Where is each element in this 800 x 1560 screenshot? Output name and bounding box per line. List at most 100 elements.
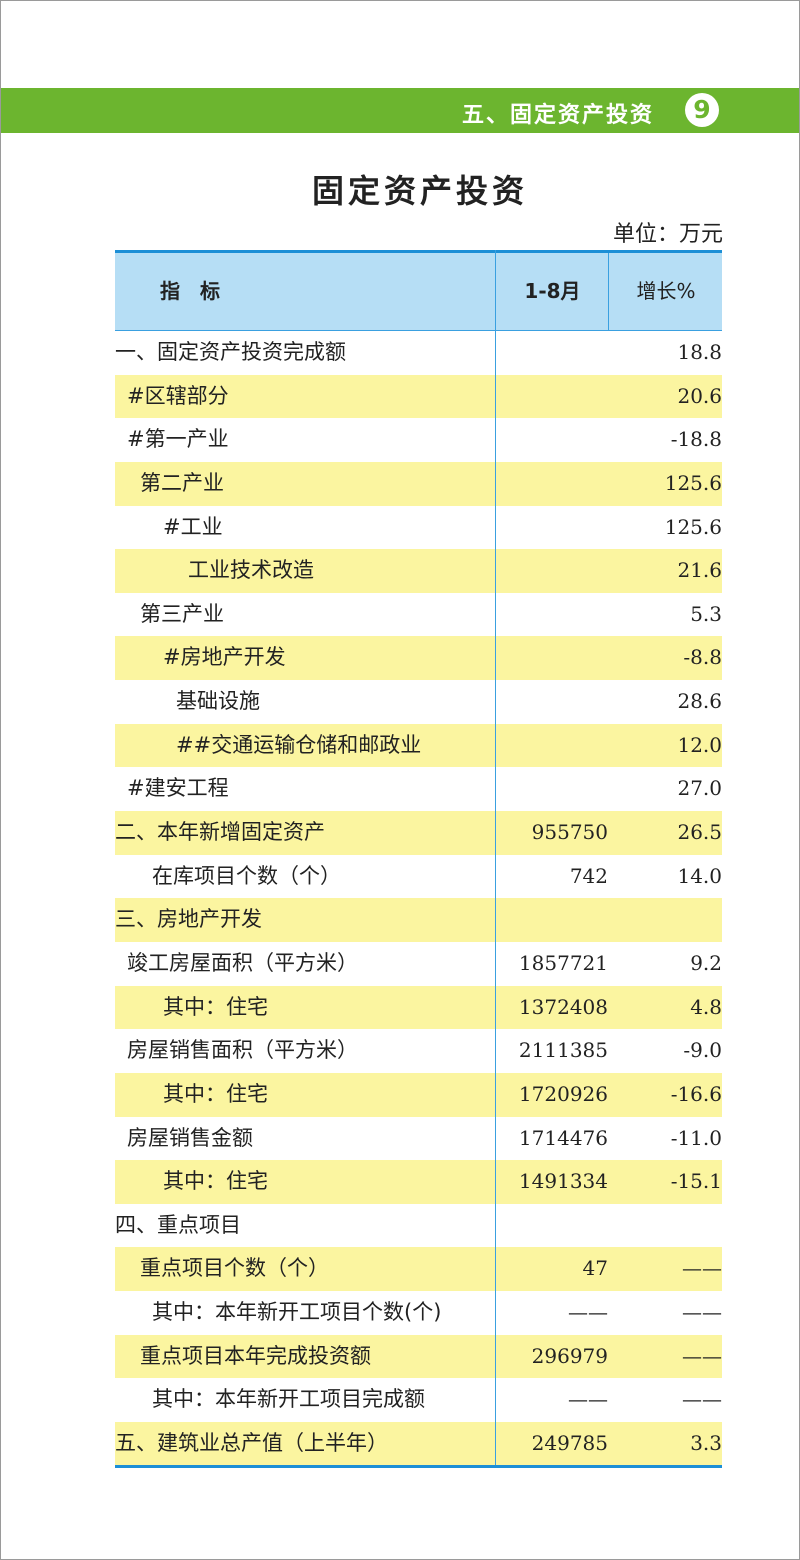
row-value: 955750 — [531, 820, 608, 845]
row-value: 249785 — [531, 1431, 608, 1456]
row-growth: 21.6 — [677, 558, 722, 583]
table-row: 重点项目本年完成投资额 296979 —— — [115, 1334, 722, 1379]
row-value: —— — [568, 1300, 608, 1325]
table-row: 其中：住宅 1720926 -16.6 — [115, 1072, 722, 1117]
row-growth: —— — [682, 1387, 722, 1412]
row-label: #房地产开发 — [163, 645, 286, 670]
row-label: 第二产业 — [140, 470, 224, 495]
row-value: 1714476 — [518, 1125, 608, 1150]
row-label: 基础设施 — [176, 689, 260, 714]
row-growth: -8.8 — [683, 645, 722, 670]
table-row: 房屋销售面积（平方米） 2111385 -9.0 — [115, 1029, 722, 1073]
row-label: 其中：住宅 — [163, 1081, 268, 1106]
row-growth: 26.5 — [677, 820, 722, 845]
row-growth: 3.3 — [690, 1431, 722, 1456]
page-title: 固定资产投资 — [311, 172, 528, 210]
table-row: #第一产业 -18.8 — [115, 418, 722, 462]
row-label: 竣工房屋面积（平方米） — [127, 950, 358, 975]
row-growth: 20.6 — [677, 383, 722, 408]
row-growth: 4.8 — [690, 994, 722, 1019]
row-value: 742 — [569, 863, 608, 888]
row-label: #建安工程 — [127, 776, 229, 801]
row-growth: 18.8 — [677, 340, 722, 364]
table-row: 其中：住宅 1372408 4.8 — [115, 985, 722, 1030]
table-header: 指标 1-8月 增长% — [115, 250, 722, 331]
table-row: 重点项目个数（个） 47 —— — [115, 1247, 722, 1292]
row-growth: 5.3 — [690, 601, 722, 626]
column-divider — [495, 250, 496, 1467]
table-row: 房屋销售金额 1714476 -11.0 — [115, 1117, 722, 1161]
unit-label: 单位：万元 — [612, 222, 723, 247]
row-growth: —— — [682, 1343, 722, 1368]
row-label: 五、建筑业总产值（上半年） — [115, 1431, 388, 1456]
table-row: 其中：本年新开工项目个数(个) —— —— — [115, 1291, 722, 1335]
table-row: 四、重点项目 — [115, 1204, 722, 1248]
row-label: 重点项目本年完成投资额 — [140, 1343, 371, 1368]
row-growth: 12.0 — [677, 732, 722, 757]
table-row: 基础设施 28.6 — [115, 680, 722, 724]
column-header-growth: 增长% — [608, 253, 723, 330]
row-value: 296979 — [531, 1343, 608, 1368]
table-row: #区辖部分 20.6 — [115, 374, 722, 419]
row-label: #工业 — [163, 514, 223, 539]
row-value: 2111385 — [518, 1038, 608, 1063]
row-label: #第一产业 — [127, 427, 229, 452]
table-row: 竣工房屋面积（平方米） 1857721 9.2 — [115, 942, 722, 986]
row-growth: -11.0 — [670, 1125, 722, 1150]
row-label: 其中：住宅 — [163, 1169, 268, 1194]
row-growth: -9.0 — [683, 1038, 722, 1063]
table-row: 工业技术改造 21.6 — [115, 549, 722, 593]
table-body: 一、固定资产投资完成额 18.8 #区辖部分 20.6 #第一产业 -18.8 第二产业 12… — [115, 331, 722, 1466]
table-row: 其中：本年新开工项目完成额 —— —— — [115, 1378, 722, 1422]
row-label: 三、房地产开发 — [115, 907, 262, 932]
table-row: 第二产业 125.6 — [115, 461, 722, 506]
row-growth: -15.1 — [670, 1169, 722, 1194]
section-title: 五、固定资产投资 — [461, 103, 654, 128]
column-header-period: 1-8月 — [495, 253, 609, 330]
row-growth: 14.0 — [677, 863, 722, 888]
row-growth: 28.6 — [677, 689, 722, 714]
table-row: 在库项目个数（个） 742 14.0 — [115, 855, 722, 899]
table-row: 其中：住宅 1491334 -15.1 — [115, 1160, 722, 1204]
row-value: 47 — [582, 1256, 608, 1281]
row-growth: -16.6 — [670, 1081, 722, 1106]
row-label: 四、重点项目 — [115, 1212, 241, 1237]
row-label: 二、本年新增固定资产 — [115, 820, 325, 845]
row-label: 重点项目个数（个） — [140, 1256, 329, 1281]
row-label: 其中：住宅 — [163, 994, 268, 1019]
row-label: 在库项目个数（个） — [152, 863, 341, 888]
table-row: #房地产开发 -8.8 — [115, 636, 722, 681]
row-label: 工业技术改造 — [188, 558, 314, 583]
table-bottom-rule — [115, 1465, 722, 1468]
table-row: #建安工程 27.0 — [115, 767, 722, 811]
row-label: 一、固定资产投资完成额 — [115, 340, 346, 364]
row-label: 其中：本年新开工项目完成额 — [152, 1387, 425, 1412]
row-growth: 125.6 — [664, 514, 722, 539]
table-row: #工业 125.6 — [115, 506, 722, 550]
data-table: 指标 1-8月 增长% 一、固定资产投资完成额 18.8 #区辖部分 20.6 #第一产… — [115, 250, 722, 1466]
row-label: 第三产业 — [140, 601, 224, 626]
row-value: 1372408 — [518, 994, 608, 1019]
column-header-indicator: 指标 — [160, 279, 240, 303]
row-value: 1857721 — [518, 950, 608, 975]
table-row: ##交通运输仓储和邮政业 12.0 — [115, 723, 722, 768]
section-banner: 五、固定资产投资 9 — [1, 88, 799, 133]
row-growth: 9.2 — [690, 950, 722, 975]
row-label: 房屋销售面积（平方米） — [127, 1038, 358, 1063]
table-row: 五、建筑业总产值（上半年） 249785 3.3 — [115, 1422, 722, 1466]
row-label: #区辖部分 — [127, 383, 229, 408]
row-value: 1491334 — [518, 1169, 608, 1194]
page-number-badge: 9 — [685, 93, 719, 127]
table-row: 三、房地产开发 — [115, 898, 722, 942]
table-row: 一、固定资产投资完成额 18.8 — [115, 331, 722, 375]
table-row: 二、本年新增固定资产 955750 26.5 — [115, 811, 722, 855]
row-value: —— — [568, 1387, 608, 1412]
row-label: 其中：本年新开工项目个数(个) — [152, 1300, 442, 1325]
row-value: 1720926 — [518, 1081, 608, 1106]
row-growth: —— — [682, 1256, 722, 1281]
row-growth: 27.0 — [677, 776, 722, 801]
table-row: 第三产业 5.3 — [115, 593, 722, 637]
row-growth: —— — [682, 1300, 722, 1325]
row-growth: -18.8 — [670, 427, 722, 452]
row-label: ##交通运输仓储和邮政业 — [176, 732, 422, 757]
